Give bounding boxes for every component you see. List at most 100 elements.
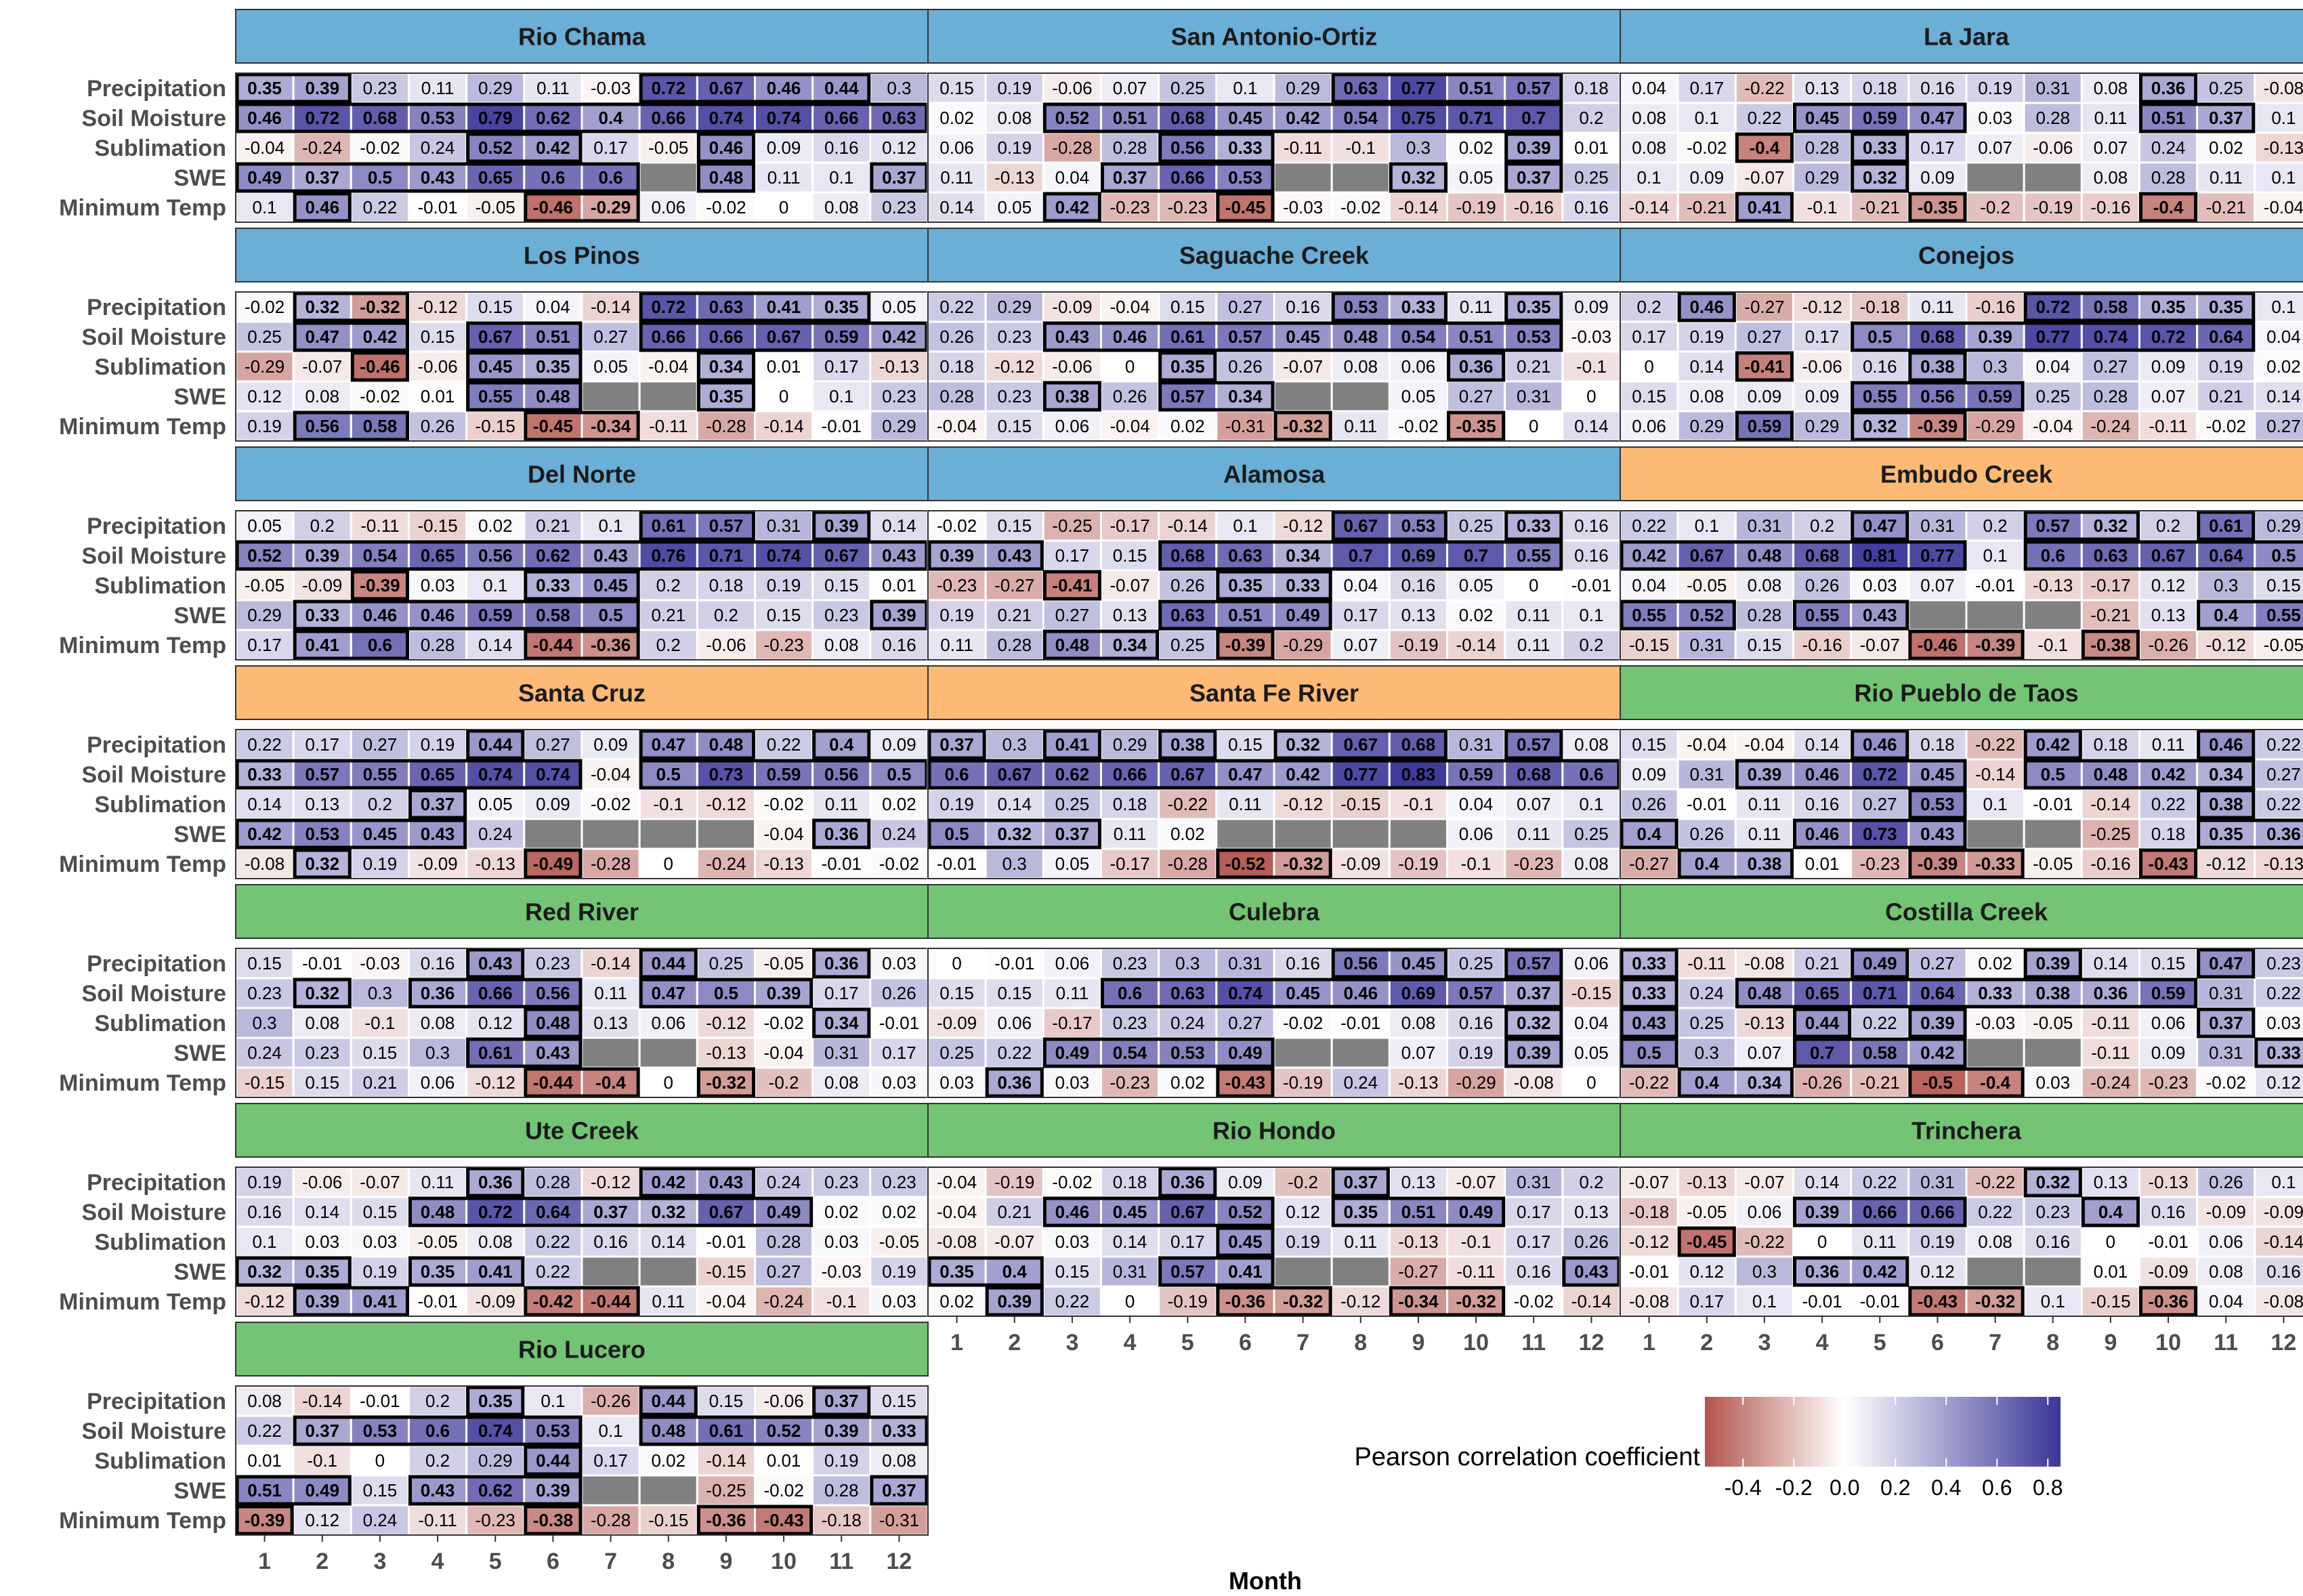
cell-value: 0.65: [478, 167, 513, 188]
cell-red-river-r4-m10: [754, 1066, 814, 1099]
cell-value: 0.3: [253, 1013, 277, 1033]
significance-box: [1851, 132, 1909, 163]
cell-la-jara-r2-m10: [2138, 131, 2199, 164]
cell-value: 0.14: [882, 516, 916, 536]
cell-value: 0.57: [709, 516, 744, 536]
cell-value: 0.12: [1286, 1202, 1320, 1222]
cell-los-pinos-r2-m6: [523, 350, 583, 383]
cell-value: 0.39: [2035, 953, 2070, 973]
cell-santa-cruz-r3-m1: [234, 818, 295, 850]
cell-value: -0.17: [2090, 575, 2130, 595]
cell-value: 0.61: [651, 516, 685, 536]
cell-value: 0.11: [1921, 297, 1954, 317]
cell-value: 0.47: [651, 734, 685, 755]
cell-la-jara-r4-m2: [1676, 191, 1737, 224]
cell-value: 0.11: [940, 635, 973, 655]
panel-title: Conejos: [1918, 242, 2014, 270]
cell-value: 0.32: [305, 297, 339, 317]
cell-value: 0.7: [1521, 108, 1546, 128]
cell-value: -0.41: [1744, 356, 1784, 377]
panel-title: Santa Fe River: [1189, 679, 1359, 707]
cell-value: -0.01: [417, 197, 457, 217]
cell-value: -0.25: [706, 1480, 746, 1500]
cell-value: -0.01: [822, 416, 862, 436]
cell-value: -0.4: [1980, 1072, 2010, 1093]
month-label-8: 8: [1354, 1330, 1367, 1356]
cell-value: 0.08: [1632, 138, 1666, 158]
cell-value: -0.32: [1975, 1291, 2015, 1311]
cell-value: 0.41: [478, 1261, 513, 1282]
significance-box: [466, 1167, 525, 1198]
cell-value: 0.33: [536, 575, 570, 595]
cell-value: 0.51: [1113, 108, 1147, 128]
cell-value: 0.08: [882, 1450, 916, 1471]
significance-box: [1908, 848, 2025, 879]
cell-value: 0.16: [1517, 1261, 1551, 1282]
cell-value: 0.45: [1286, 327, 1320, 347]
cell-value: 0.43: [593, 545, 628, 566]
cell-value: 0.72: [2035, 297, 2070, 317]
cell-value: 0.51: [1401, 1202, 1436, 1222]
cell-value: -0.15: [1340, 794, 1380, 814]
cell-value: -0.1: [1576, 356, 1607, 377]
cell-value: -0.22: [1975, 734, 2015, 755]
significance-box: [1158, 132, 1275, 163]
cell-value: 0.23: [882, 197, 916, 217]
cell-value: 0.36: [2094, 983, 2128, 1003]
cell-value: -0.27: [1629, 854, 1669, 874]
cell-value: 0.04: [2035, 356, 2070, 377]
cell-saguache-creek-r4-m2: [984, 410, 1044, 442]
row-label-minimum-temp: Minimum Temp: [59, 195, 226, 221]
cell-value: 0.67: [709, 1202, 744, 1222]
cell-value: 0.03: [882, 953, 916, 973]
cell-del-norte-r4-m8: [638, 629, 698, 661]
cell-value: 0.07: [2094, 138, 2128, 158]
cell-value: -0.16: [1802, 635, 1842, 655]
cell-value: 0.05: [593, 356, 628, 377]
significance-box: [1331, 510, 1448, 541]
cell-value: 0.07: [1113, 78, 1147, 98]
cell-value: 0.4: [829, 734, 854, 755]
cell-value: 0.16: [2151, 1202, 2186, 1222]
cell-value: 0.13: [1574, 1202, 1609, 1222]
significance-box: [639, 72, 871, 104]
cell-santa-fe-river-r3-m7: [1273, 818, 1333, 850]
cell-value: 0.09: [1920, 167, 1955, 188]
significance-box: [2197, 600, 2303, 631]
cell-value: 0.28: [767, 1232, 801, 1252]
cell-del-norte-r0-m4: [408, 509, 468, 542]
cell-value: 0.11: [1863, 1232, 1897, 1252]
cell-value: 0.04: [1459, 794, 1494, 814]
cell-value: -0.13: [994, 167, 1034, 188]
cell-value: 0.54: [1113, 1043, 1147, 1063]
significance-box: [1908, 1067, 2025, 1098]
cell-value: 0.04: [1632, 575, 1666, 595]
cell-value: -0.02: [763, 794, 803, 814]
cell-value: 0.1: [483, 575, 507, 595]
cell-value: 0.43: [1574, 1261, 1609, 1282]
cell-value: 0.63: [1228, 545, 1263, 566]
significance-box: [2197, 729, 2256, 760]
cell-trinchera-r4-m9: [2080, 1285, 2140, 1318]
cell-value: 0.26: [939, 327, 974, 347]
cell-value: 0.25: [1689, 1013, 1724, 1033]
cell-value: 0.11: [1748, 794, 1781, 814]
cell-rio-hondo-r1-m7: [1273, 1196, 1333, 1228]
significance-box: [524, 848, 583, 879]
cell-value: 0.48: [421, 1202, 455, 1222]
cell-value: 0.16: [1286, 953, 1320, 973]
cell-santa-fe-river-r1-m2: [984, 758, 1044, 791]
cell-del-norte-r1-m12: [869, 539, 929, 572]
cell-value: -0.08: [2264, 1291, 2303, 1311]
cell-value: -0.25: [2090, 824, 2130, 844]
cell-value: 0.7: [1349, 545, 1373, 566]
cell-value: 0.02: [1459, 138, 1494, 158]
cell-value: -0.13: [1398, 1232, 1438, 1252]
cell-value: -0.01: [302, 953, 342, 973]
cell-value: 0.46: [709, 138, 744, 158]
cell-value: 0.77: [1401, 78, 1436, 98]
cell-value: 0.15: [767, 605, 801, 625]
significance-box: [466, 132, 583, 163]
cell-value: -0.09: [1340, 854, 1380, 874]
cell-value: 0.75: [1401, 108, 1436, 128]
